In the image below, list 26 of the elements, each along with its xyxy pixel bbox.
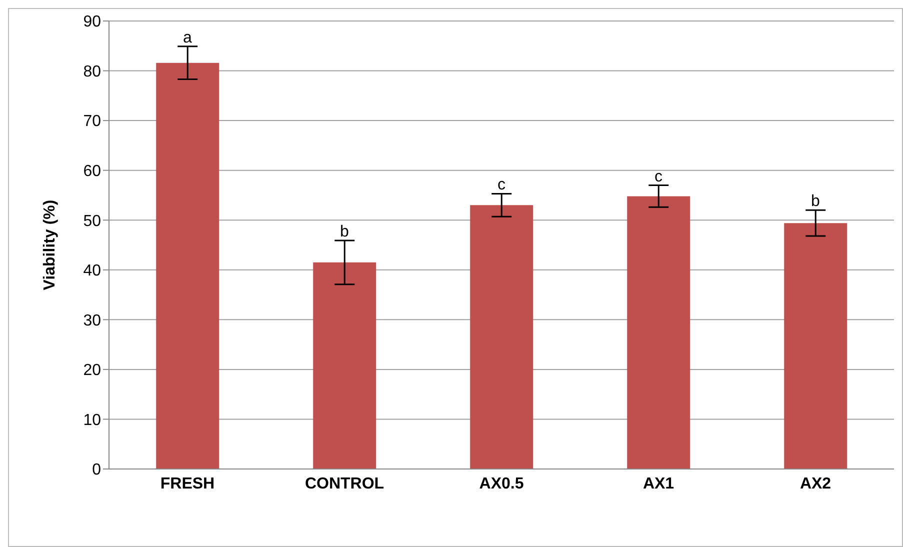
x-tick-label: AX1 bbox=[642, 475, 674, 492]
y-tick-label: 10 bbox=[83, 412, 102, 429]
annotation: b bbox=[340, 224, 350, 241]
annotation: b bbox=[811, 193, 820, 210]
bar bbox=[156, 62, 220, 469]
y-tick-label: 20 bbox=[83, 362, 102, 380]
x-tick-label: AX0.5 bbox=[479, 475, 524, 492]
y-tick-label: 60 bbox=[83, 163, 102, 180]
x-tick-label: CONTROL bbox=[304, 475, 384, 492]
y-tick-label: 50 bbox=[83, 212, 102, 230]
x-tick-label: FRESH bbox=[160, 475, 215, 492]
bar bbox=[627, 196, 690, 469]
y-tick-label: 40 bbox=[83, 262, 102, 280]
y-tick-label: 30 bbox=[83, 312, 102, 330]
y-tick-label: 0 bbox=[92, 462, 102, 479]
bar bbox=[784, 223, 848, 469]
y-tick-label: 70 bbox=[83, 113, 102, 130]
x-tick-label: AX2 bbox=[800, 475, 832, 492]
annotation: a bbox=[183, 29, 192, 46]
bar bbox=[313, 262, 376, 469]
y-tick-label: 80 bbox=[83, 63, 102, 80]
annotation: c bbox=[498, 176, 506, 194]
bar bbox=[470, 205, 534, 469]
y-tick-label: 90 bbox=[83, 14, 102, 31]
annotation: c bbox=[654, 168, 662, 186]
y-axis-title: Viability (%) bbox=[42, 200, 59, 290]
